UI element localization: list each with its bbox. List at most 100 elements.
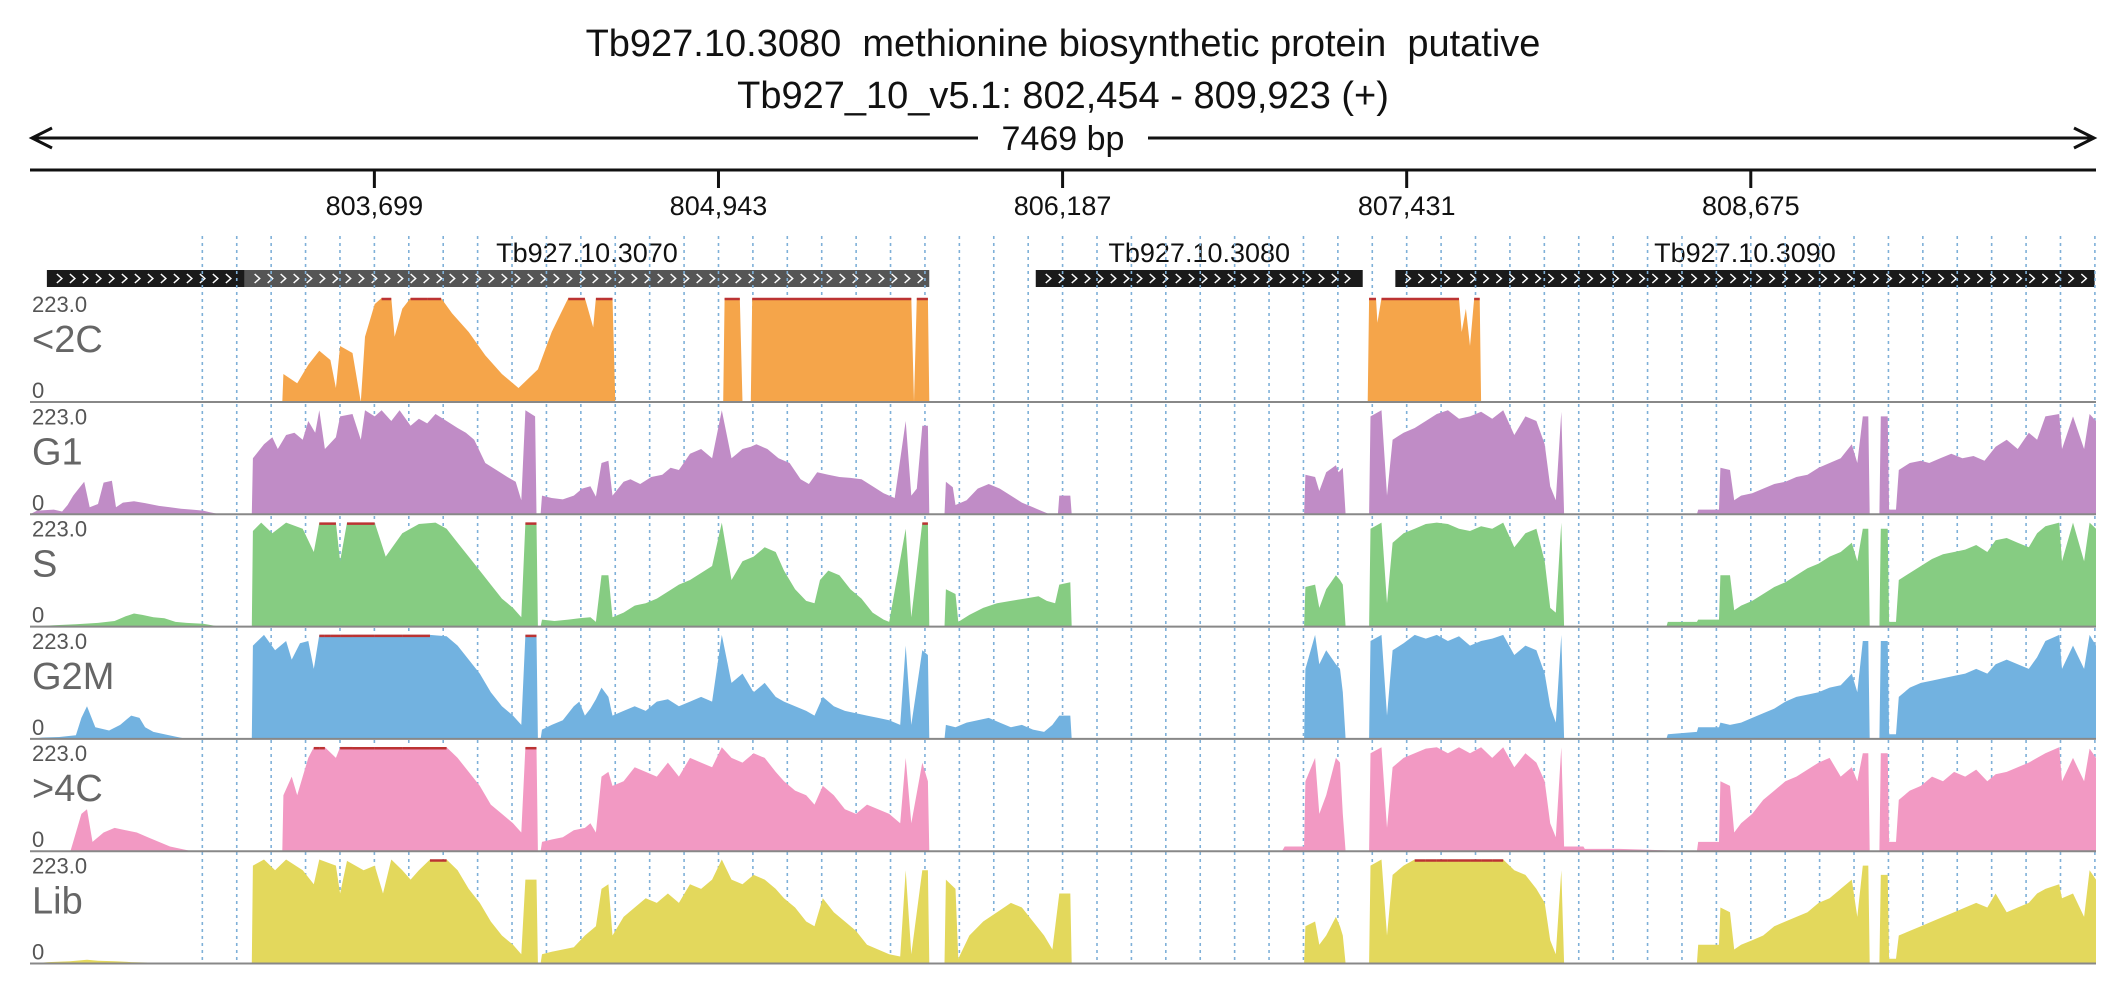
strand-arrow: [618, 273, 625, 284]
strand-arrow: [657, 273, 664, 284]
strand-arrow: [1885, 273, 1893, 284]
strand-arrow: [199, 273, 206, 284]
y-min-label: 0: [32, 940, 44, 965]
strand-arrow: [475, 273, 482, 284]
strand-arrow: [1820, 273, 1828, 284]
strand-arrow: [774, 273, 781, 284]
y-min-label: 0: [32, 490, 44, 515]
strand-arrow: [579, 273, 586, 284]
strand-arrow: [1495, 273, 1503, 284]
strand-arrow: [852, 273, 859, 284]
strand-arrow: [1807, 273, 1815, 284]
strand-arrow: [384, 273, 391, 284]
title-block: Tb927.10.3080 methionine biosynthetic pr…: [0, 18, 2126, 122]
strand-arrow: [462, 273, 469, 284]
strand-arrow: [1638, 273, 1646, 284]
strand-arrow: [1443, 273, 1451, 284]
gene-label: Tb927.10.3080: [1108, 238, 1290, 268]
gene-label: Tb927.10.3070: [496, 238, 678, 268]
strand-arrow: [1084, 273, 1091, 284]
strand-arrow: [56, 273, 63, 284]
strand-arrow: [761, 273, 768, 284]
strand-arrow: [839, 273, 846, 284]
strand-arrow: [1331, 273, 1338, 284]
strand-arrow: [787, 273, 794, 284]
strand-arrow: [293, 273, 300, 284]
strand-arrow: [826, 273, 833, 284]
y-max-label: 223.0: [32, 292, 87, 317]
strand-arrow: [1404, 273, 1412, 284]
strand-arrow: [1950, 273, 1958, 284]
scale-bar: 7469 bp 803,699 804,943 806,187 807,431 808,6…: [28, 120, 2098, 221]
strand-arrow: [1201, 273, 1208, 284]
strand-arrow: [1833, 273, 1841, 284]
strand-arrow: [1586, 273, 1594, 284]
strand-arrow: [1612, 273, 1620, 284]
strand-arrow: [1097, 273, 1104, 284]
strand-arrow: [1911, 273, 1919, 284]
strand-arrow: [436, 273, 443, 284]
strand-arrow: [605, 273, 612, 284]
strand-arrow: [1149, 273, 1156, 284]
strand-arrow: [332, 273, 339, 284]
strand-arrow: [212, 273, 219, 284]
strand-arrow: [878, 273, 885, 284]
strand-arrow: [1175, 273, 1182, 284]
arrowhead-right: [2073, 126, 2098, 150]
strand-arrow: [735, 273, 742, 284]
y-max-label: 223.0: [32, 854, 87, 879]
gene-track: Tb927.10.3070 Tb927.10.3080 Tb927.10.3090: [46, 238, 2095, 287]
strand-arrow: [2041, 273, 2049, 284]
strand-arrow: [397, 273, 404, 284]
strand-arrow: [1794, 273, 1802, 284]
strand-arrow: [1859, 273, 1867, 284]
strand-arrow: [254, 273, 261, 284]
strand-arrow: [1664, 273, 1672, 284]
strand-arrow: [813, 273, 820, 284]
strand-arrow: [371, 273, 378, 284]
strand-arrow: [1214, 273, 1221, 284]
coverage-tracks: 223.00<2C223.00G1223.00S223.00G2M223.00>…: [30, 236, 2096, 965]
strand-arrow: [1240, 273, 1247, 284]
strand-arrow: [1599, 273, 1607, 284]
gene-label: Tb927.10.3090: [1654, 238, 1836, 268]
track-name: Lib: [32, 881, 83, 923]
axis-tick-label: 807,431: [1358, 191, 1456, 221]
strand-arrow: [891, 273, 898, 284]
strand-arrow: [1768, 273, 1776, 284]
strand-arrow: [670, 273, 677, 284]
strand-arrow: [160, 273, 167, 284]
strand-arrow: [423, 273, 430, 284]
strand-arrow: [1058, 273, 1065, 284]
strand-arrow: [1253, 273, 1260, 284]
axis-tick-label: 804,943: [670, 191, 768, 221]
axis-tick-label: 803,699: [326, 191, 424, 221]
strand-arrow: [1547, 273, 1555, 284]
strand-arrow: [449, 273, 456, 284]
y-max-label: 223.0: [32, 629, 87, 654]
strand-arrow: [1924, 273, 1932, 284]
strand-arrow: [1703, 273, 1711, 284]
strand-arrow: [2067, 273, 2075, 284]
strand-arrow: [1136, 273, 1143, 284]
strand-arrow: [1651, 273, 1659, 284]
strand-arrow: [108, 273, 115, 284]
strand-arrow: [1123, 273, 1130, 284]
strand-arrow: [514, 273, 521, 284]
gene-feature: [244, 270, 930, 287]
strand-arrow: [267, 273, 274, 284]
strand-arrow: [904, 273, 911, 284]
strand-arrow: [1344, 273, 1351, 284]
strand-arrow: [1755, 273, 1763, 284]
arrowhead-left: [28, 126, 53, 150]
strand-arrow: [2015, 273, 2023, 284]
strand-arrow: [345, 273, 352, 284]
coverage-area: [30, 298, 2096, 402]
y-min-label: 0: [32, 378, 44, 403]
strand-arrow: [2080, 273, 2088, 284]
strand-arrow: [488, 273, 495, 284]
strand-arrow: [410, 273, 417, 284]
strand-arrow: [566, 273, 573, 284]
gene-feature: [1395, 270, 2095, 287]
